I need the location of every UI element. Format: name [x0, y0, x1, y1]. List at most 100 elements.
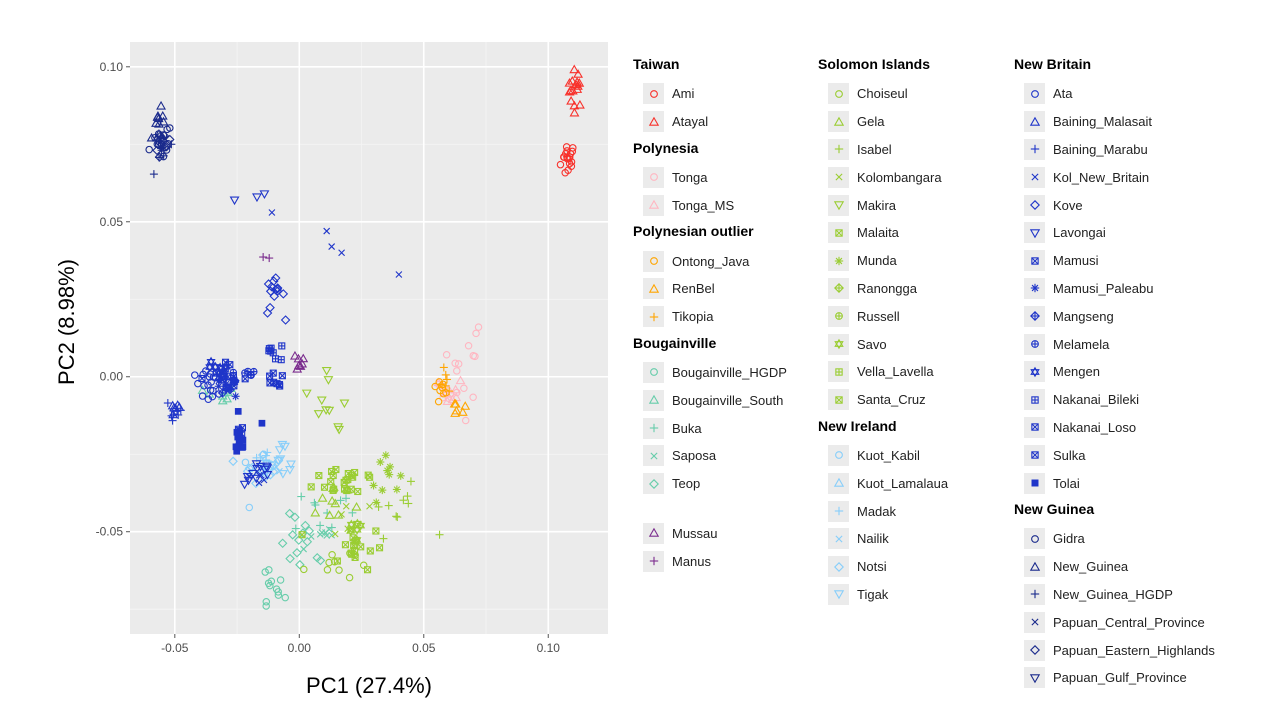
- legend-marker: [649, 557, 658, 566]
- point-atayal: [574, 99, 585, 109]
- point-munda: [369, 481, 378, 490]
- point-tonga: [469, 393, 477, 401]
- point-santa_cruz: [357, 543, 365, 551]
- point-isabel: [374, 502, 383, 511]
- point-gela: [333, 509, 344, 519]
- legend-label: Papuan_Gulf_Province: [1053, 670, 1187, 686]
- legend-marker: [833, 201, 844, 211]
- point-choiseul: [300, 565, 308, 574]
- legend-label: Manus: [672, 553, 712, 569]
- point-tonga: [474, 323, 483, 331]
- legend-key: [1024, 389, 1045, 411]
- point-nakanai_loso: [266, 379, 274, 387]
- point-choiseul: [345, 573, 354, 582]
- point-teop: [293, 535, 304, 545]
- legend-marker: [1031, 479, 1038, 487]
- point-mamusi_paleabu: [222, 379, 231, 388]
- legend-marker: [648, 116, 659, 126]
- legend-marker: [834, 368, 843, 376]
- legend-label: Kuot_Kabil: [857, 447, 920, 463]
- point-munda: [378, 486, 387, 495]
- point-mengen: [206, 356, 216, 367]
- point-kol_new_britain: [338, 249, 346, 257]
- point-malaita: [315, 472, 323, 480]
- point-lavongai: [252, 193, 262, 203]
- point-buka: [297, 492, 306, 501]
- legend-label: Santa_Cruz: [857, 392, 926, 408]
- point-teop: [287, 530, 298, 540]
- legend-group: Polynesia Tonga Tonga_MS: [633, 136, 787, 220]
- legend-label: Mangseng: [1053, 308, 1114, 324]
- legend-item: New_Guinea: [1014, 553, 1215, 581]
- point-ata: [191, 371, 199, 379]
- point-makira: [321, 366, 332, 376]
- legend-marker: [1030, 534, 1039, 543]
- legend-label: Savo: [857, 336, 887, 352]
- legend-label: New_Guinea: [1053, 559, 1129, 575]
- point-atayal: [569, 107, 580, 117]
- legend-label: Ontong_Java: [672, 253, 750, 269]
- point-bougainville_hgdp: [262, 602, 270, 610]
- point-tigak: [277, 470, 288, 479]
- legend-item: Mamusi_Paleabu: [1014, 275, 1215, 303]
- legend-spacer: [633, 498, 787, 520]
- point-teop: [292, 547, 302, 558]
- point-savo: [346, 519, 356, 530]
- point-kolombangara: [366, 502, 373, 510]
- legend-key: [1024, 194, 1045, 216]
- legend-marker: [648, 528, 659, 538]
- legend-label: Choiseul: [857, 86, 908, 102]
- point-gidra: [163, 125, 171, 134]
- legend-item: Baining_Marabu: [1014, 136, 1215, 164]
- legend-group-title: Polynesian outlier: [633, 223, 754, 240]
- legend-marker: [1030, 173, 1039, 181]
- point-kove: [270, 273, 281, 283]
- point-choiseul: [335, 566, 343, 574]
- point-choiseul: [346, 549, 354, 558]
- point-tigak: [277, 440, 288, 450]
- legend-label: Kol_New_Britain: [1053, 169, 1150, 185]
- point-kove: [280, 315, 291, 325]
- point-notsi: [247, 462, 258, 473]
- point-santa_cruz: [376, 544, 384, 552]
- point-new_guinea_hgdp: [149, 170, 158, 179]
- legend-label: Papuan_Central_Province: [1053, 614, 1205, 630]
- point-ontong_java: [434, 397, 443, 406]
- legend-item: Gela: [818, 108, 948, 136]
- point-ontong_java: [431, 382, 439, 391]
- scatter-points: [145, 64, 585, 610]
- legend-marker: [1029, 645, 1040, 656]
- point-mussau: [295, 361, 306, 370]
- legend-marker: [649, 368, 658, 377]
- legend-label: Russell: [857, 308, 900, 324]
- point-kol_new_britain: [257, 471, 265, 479]
- legend-item: Vella_Lavella: [818, 358, 948, 386]
- point-ami: [564, 166, 572, 174]
- point-choiseul: [328, 551, 336, 559]
- point-atayal: [564, 78, 575, 87]
- legend-label: Bougainville_South: [672, 392, 784, 408]
- point-mengen: [205, 362, 215, 373]
- legend-key: [1024, 528, 1045, 550]
- legend-label: Atayal: [672, 114, 709, 130]
- point-bougainville_hgdp: [265, 566, 273, 574]
- point-santa_cruz: [366, 547, 374, 555]
- point-teop: [290, 512, 300, 523]
- point-makira: [339, 399, 350, 409]
- legend-key: [643, 550, 664, 572]
- legend-marker: [1029, 674, 1040, 684]
- legend-marker: [834, 312, 843, 321]
- point-bougainville_hgdp: [262, 598, 271, 606]
- legend-key: [828, 583, 849, 605]
- point-baining_marabu: [163, 399, 172, 408]
- point-malaita: [342, 476, 350, 484]
- legend-item: New_Guinea_HGDP: [1014, 581, 1215, 609]
- y-tick-label: -0.05: [96, 525, 124, 539]
- legend-marker: [834, 395, 843, 404]
- point-savo: [352, 534, 362, 546]
- legend-label: Tonga_MS: [672, 197, 735, 213]
- point-new_guinea: [157, 110, 168, 120]
- legend-key: [643, 445, 664, 467]
- point-choiseul: [325, 558, 333, 567]
- point-isabel: [404, 499, 413, 508]
